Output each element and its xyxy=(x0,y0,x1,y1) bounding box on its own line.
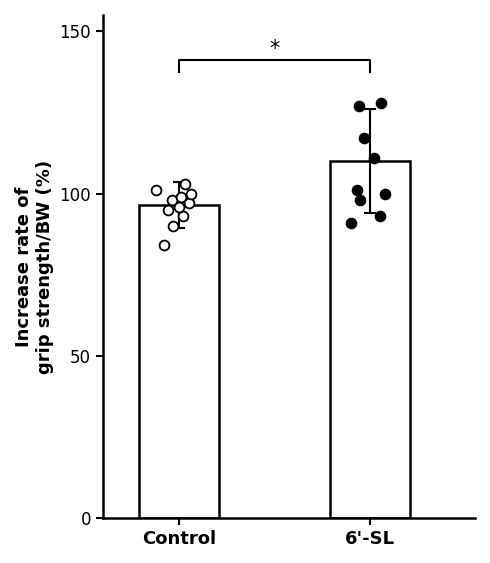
Point xyxy=(160,241,168,250)
Point xyxy=(175,202,183,211)
Point xyxy=(360,134,368,143)
Point xyxy=(378,98,386,107)
Point xyxy=(152,186,160,195)
Point xyxy=(355,101,363,110)
Point xyxy=(179,212,187,221)
Point xyxy=(357,195,365,204)
Bar xyxy=(139,205,219,518)
Point xyxy=(164,205,171,215)
Point xyxy=(177,193,185,202)
Point xyxy=(353,186,361,195)
Point xyxy=(181,179,189,188)
Text: *: * xyxy=(270,39,280,59)
Point xyxy=(370,153,378,162)
Point xyxy=(185,199,193,208)
Point xyxy=(381,189,389,198)
Point xyxy=(168,195,175,204)
Y-axis label: Increase rate of
grip strength/BW (%): Increase rate of grip strength/BW (%) xyxy=(15,159,54,374)
Bar xyxy=(330,161,410,518)
Point xyxy=(347,218,355,227)
Point xyxy=(170,221,177,230)
Point xyxy=(187,189,195,198)
Point xyxy=(376,212,384,221)
